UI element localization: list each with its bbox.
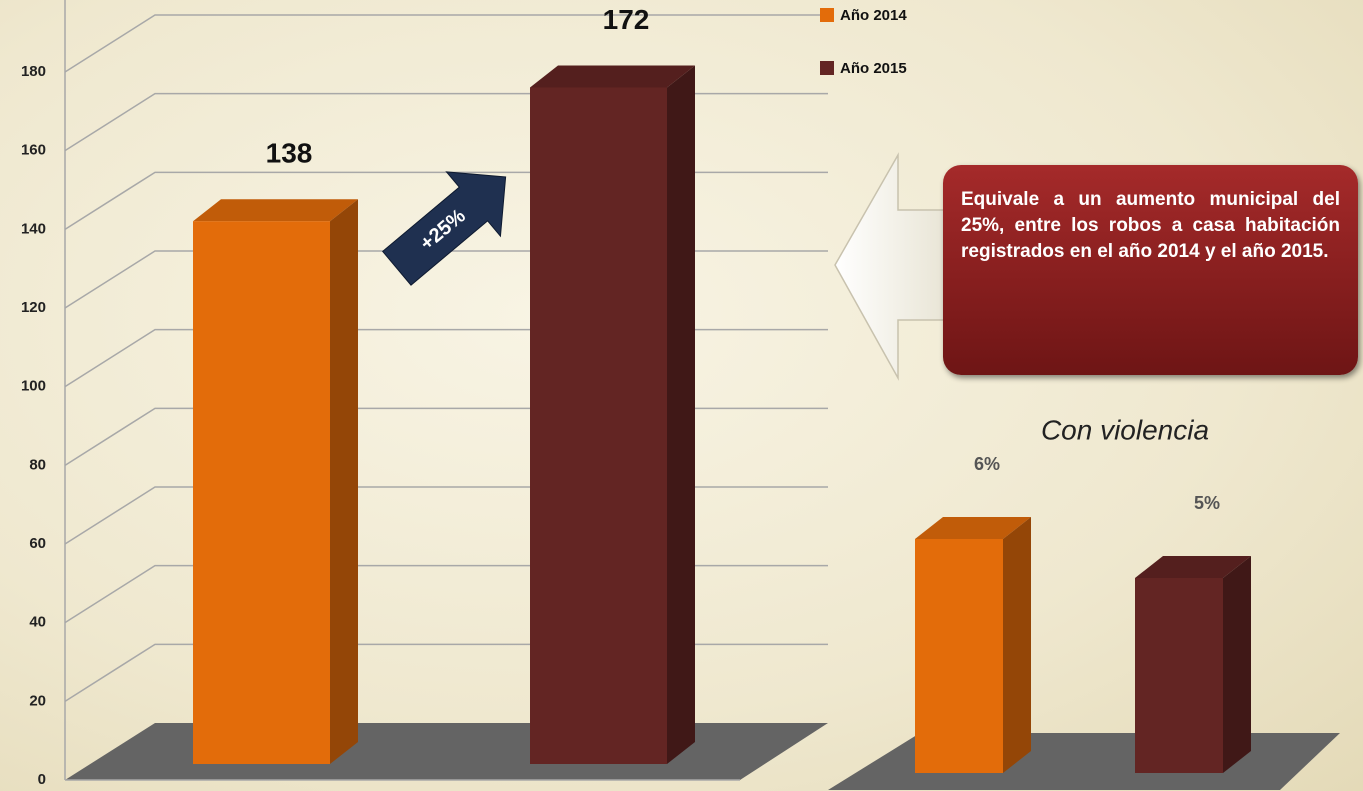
grid-line bbox=[64, 643, 828, 702]
value-label: 5% bbox=[1194, 493, 1220, 513]
bar bbox=[915, 517, 1031, 773]
grid-line bbox=[64, 328, 828, 388]
grid-line bbox=[64, 14, 828, 73]
legend-swatch bbox=[820, 8, 834, 22]
legend-swatch bbox=[820, 61, 834, 75]
grid-line bbox=[64, 564, 828, 624]
y-tick-label: 20 bbox=[29, 692, 46, 709]
bar-front bbox=[193, 221, 330, 764]
callout: Equivale a un aumento municipal del 25%,… bbox=[943, 165, 1358, 375]
bar-side bbox=[330, 199, 358, 764]
bar-front bbox=[915, 539, 1003, 773]
bar-top bbox=[530, 65, 695, 88]
growth-arrow-shape bbox=[381, 171, 507, 286]
y-tick-label: 0 bbox=[38, 771, 46, 788]
legend-label: Año 2015 bbox=[840, 60, 907, 77]
value-label: 172 bbox=[603, 4, 650, 35]
y-tick-label: 120 bbox=[21, 299, 46, 316]
bar-side bbox=[667, 65, 695, 764]
grid-line bbox=[64, 407, 828, 466]
grid-line bbox=[64, 92, 828, 152]
bar-top bbox=[193, 199, 358, 222]
floor bbox=[65, 723, 828, 780]
pointer-arrow bbox=[834, 152, 951, 381]
bar-front bbox=[1135, 578, 1223, 773]
grid-line bbox=[64, 486, 828, 545]
value-label: 6% bbox=[974, 454, 1000, 474]
chart-title: Con violencia bbox=[1041, 414, 1209, 445]
y-tick-label: 180 bbox=[21, 63, 46, 80]
floor bbox=[828, 733, 1340, 790]
y-tick-label: 80 bbox=[29, 456, 46, 473]
bar bbox=[193, 199, 358, 764]
bar-top bbox=[1135, 556, 1251, 578]
bar-side bbox=[1223, 556, 1251, 773]
bar-front bbox=[530, 87, 667, 764]
bar bbox=[530, 65, 695, 764]
value-label: 138 bbox=[266, 138, 313, 169]
y-tick-label: 40 bbox=[29, 614, 46, 631]
bar-side bbox=[1003, 517, 1031, 773]
legend-label: Año 2014 bbox=[840, 7, 907, 24]
bar bbox=[1135, 556, 1251, 773]
y-tick-label: 100 bbox=[21, 378, 46, 395]
growth-arrow: +25% bbox=[381, 171, 507, 286]
grid-line bbox=[64, 250, 828, 309]
y-tick-label: 160 bbox=[21, 142, 46, 159]
y-tick-label: 140 bbox=[21, 220, 46, 237]
bar-top bbox=[915, 517, 1031, 539]
y-tick-label: 60 bbox=[29, 535, 46, 552]
